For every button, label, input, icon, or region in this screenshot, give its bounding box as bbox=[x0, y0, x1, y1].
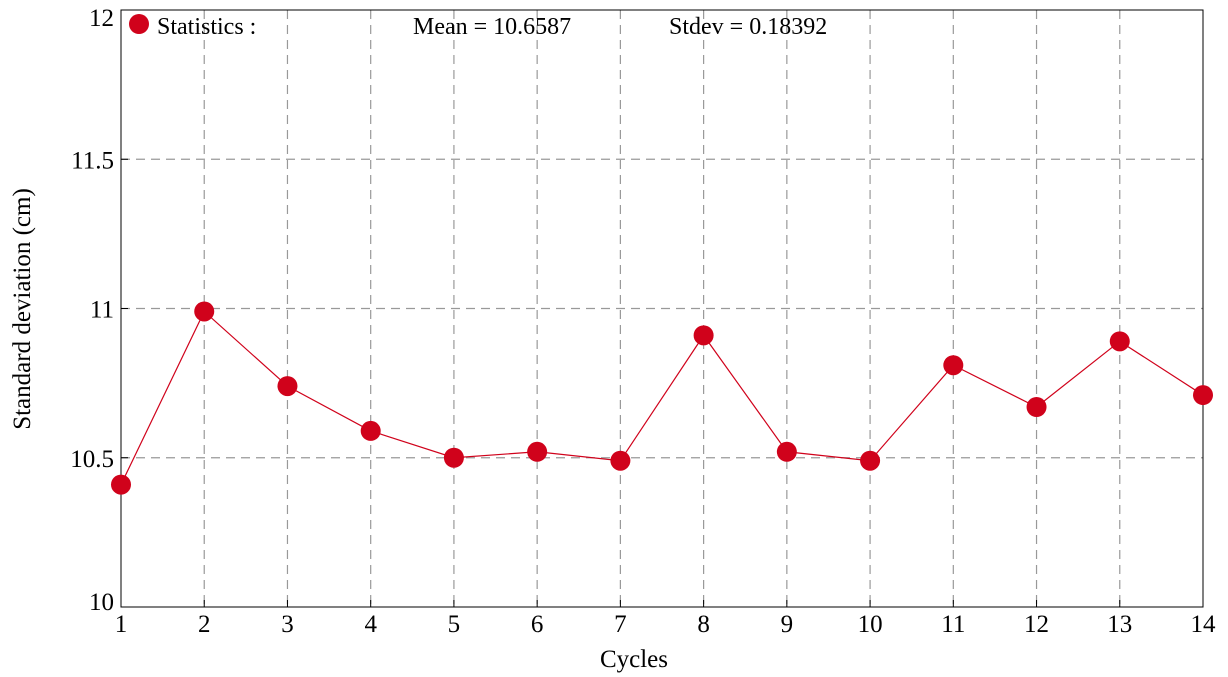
y-tick-label: 11.5 bbox=[71, 147, 114, 174]
x-tick-label: 2 bbox=[198, 611, 211, 638]
y-axis-ticks: 10 10.5 11 11.5 12 bbox=[70, 5, 128, 616]
y-axis-title: Standard deviation (cm) bbox=[9, 188, 36, 430]
data-point bbox=[111, 474, 131, 495]
legend-stdev: Stdev = 0.18392 bbox=[669, 14, 827, 40]
legend: Statistics : Mean = 10.6587 Stdev = 0.18… bbox=[129, 14, 827, 40]
data-point bbox=[277, 376, 298, 397]
legend-mean: Mean = 10.6587 bbox=[413, 14, 571, 40]
x-tick-label: 3 bbox=[281, 611, 294, 638]
x-tick-label: 14 bbox=[1191, 611, 1217, 638]
data-point bbox=[1026, 397, 1047, 418]
y-tick-label: 10 bbox=[89, 589, 114, 616]
x-axis-title: Cycles bbox=[600, 646, 668, 673]
x-tick-label: 10 bbox=[858, 611, 883, 638]
data-point bbox=[610, 450, 631, 471]
series-group bbox=[111, 301, 1213, 495]
data-point bbox=[360, 420, 381, 441]
grid bbox=[121, 10, 1203, 607]
x-tick-label: 1 bbox=[115, 611, 128, 638]
data-point bbox=[527, 441, 548, 462]
x-tick-label: 4 bbox=[364, 611, 377, 638]
data-point bbox=[693, 325, 714, 346]
legend-marker bbox=[129, 14, 149, 34]
data-point bbox=[194, 301, 215, 322]
data-point bbox=[860, 450, 881, 471]
x-tick-label: 8 bbox=[697, 611, 710, 638]
x-axis-ticks: 1 2 3 4 5 6 7 8 9 10 11 12 13 14 bbox=[115, 600, 1216, 638]
y-tick-label: 10.5 bbox=[70, 446, 114, 473]
y-tick-label: 12 bbox=[89, 5, 114, 32]
x-tick-label: 13 bbox=[1107, 611, 1132, 638]
x-tick-label: 6 bbox=[531, 611, 544, 638]
x-tick-label: 11 bbox=[941, 611, 965, 638]
x-tick-label: 7 bbox=[614, 611, 627, 638]
x-tick-label: 5 bbox=[448, 611, 461, 638]
x-tick-label: 9 bbox=[781, 611, 794, 638]
legend-label: Statistics : bbox=[157, 14, 256, 40]
data-point bbox=[776, 441, 797, 462]
data-point bbox=[443, 447, 464, 468]
data-point bbox=[943, 355, 964, 376]
y-tick-label: 11 bbox=[90, 297, 114, 324]
series-line bbox=[120, 310, 1204, 485]
data-point bbox=[1109, 331, 1130, 352]
x-tick-label: 12 bbox=[1024, 611, 1049, 638]
data-point bbox=[1193, 385, 1213, 406]
